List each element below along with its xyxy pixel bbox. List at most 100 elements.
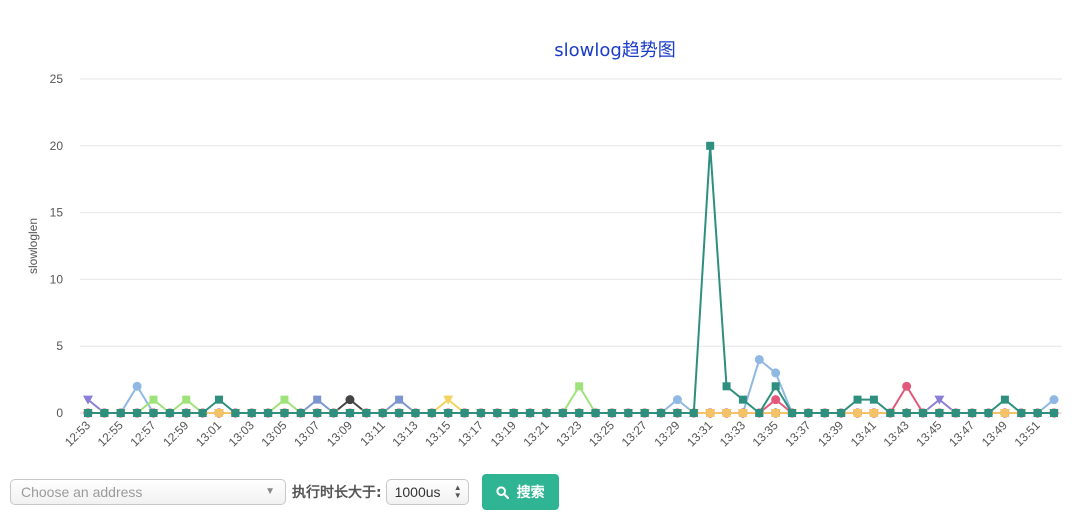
data-point (738, 409, 747, 417)
data-point (968, 409, 977, 417)
series-2 (84, 382, 1058, 417)
x-tick-label: 13:31 (684, 418, 715, 449)
x-tick-label: 13:07 (291, 418, 322, 449)
data-point (771, 409, 780, 417)
data-point (542, 409, 551, 417)
data-point (149, 409, 158, 417)
data-point (935, 409, 944, 417)
x-tick-label: 13:15 (422, 418, 453, 449)
data-point (673, 409, 682, 417)
search-button[interactable]: 搜索 (481, 474, 559, 510)
data-point (722, 382, 731, 391)
data-point (1033, 409, 1042, 417)
x-tick-label: 13:51 (1012, 418, 1043, 449)
y-axis-label: slowloglen (26, 218, 40, 274)
x-tick-label: 13:05 (258, 418, 289, 449)
data-point (934, 395, 945, 405)
x-tick-label: 13:21 (520, 418, 551, 449)
x-tick-label: 13:27 (619, 418, 650, 449)
data-point (313, 395, 322, 404)
data-point (133, 409, 142, 417)
x-tick-label: 12:57 (127, 418, 158, 449)
x-tick-label: 13:17 (455, 418, 486, 449)
y-tick-label: 25 (50, 72, 64, 86)
address-select-placeholder: Choose an address (21, 484, 143, 500)
y-axis-ticks: 0 5 10 15 20 25 (50, 72, 64, 420)
duration-select-value: 1000us (394, 484, 441, 500)
data-point (771, 382, 780, 391)
data-point (345, 395, 355, 405)
data-point (378, 409, 387, 417)
data-point (820, 409, 829, 417)
duration-select[interactable]: 1000us ▲ ▼ (385, 479, 469, 505)
x-axis-ticks: 12:53 12:55 12:57 12:59 13:01 13:03 13:05 13:07… (62, 413, 1043, 449)
x-tick-label: 13:39 (815, 418, 846, 449)
x-tick-label: 13:19 (488, 418, 519, 449)
data-point (1050, 409, 1058, 417)
data-point (738, 395, 747, 404)
data-point (84, 409, 92, 417)
data-point (902, 409, 911, 417)
data-point (444, 409, 453, 417)
data-point (788, 409, 797, 417)
data-point (395, 395, 404, 404)
data-point (247, 409, 256, 417)
data-point (1000, 409, 1009, 417)
data-point (754, 355, 764, 365)
data-point (771, 395, 781, 405)
y-tick-label: 15 (50, 206, 64, 220)
data-point (1049, 395, 1059, 405)
data-point (214, 395, 223, 404)
data-point (362, 409, 371, 417)
y-tick-label: 5 (56, 339, 63, 353)
data-point (214, 409, 223, 417)
data-point (706, 141, 715, 150)
data-point (296, 409, 305, 417)
data-point (886, 409, 895, 417)
data-point (493, 409, 502, 417)
data-point (509, 409, 518, 417)
data-point (116, 409, 125, 417)
x-tick-label: 13:47 (946, 418, 977, 449)
data-point (672, 395, 682, 405)
data-point (919, 409, 928, 417)
x-tick-label: 13:23 (553, 418, 584, 449)
search-button-label: 搜索 (516, 485, 545, 501)
data-point (771, 368, 781, 378)
duration-label: 执行时长大于: (292, 485, 382, 501)
y-tick-label: 10 (50, 272, 64, 286)
data-point (313, 409, 322, 417)
x-tick-label: 13:35 (750, 418, 781, 449)
x-tick-label: 13:33 (717, 418, 748, 449)
x-tick-label: 13:11 (357, 418, 388, 449)
data-point (149, 395, 158, 404)
data-point (591, 409, 600, 417)
data-point (280, 409, 289, 417)
data-point (182, 395, 191, 404)
data-point (689, 409, 698, 417)
x-tick-label: 12:59 (160, 418, 191, 449)
data-point (722, 409, 731, 417)
x-tick-label: 12:53 (62, 418, 93, 449)
data-point (853, 409, 862, 417)
x-tick-label: 12:55 (95, 418, 126, 449)
y-tick-label: 20 (50, 139, 64, 153)
x-tick-label: 13:37 (782, 418, 813, 449)
slowlog-line-chart: 0 5 10 15 20 25 slowloglen 12:53 12:55 12:57 12:… (26, 72, 1062, 449)
address-select[interactable]: Choose an address ▼ (10, 479, 286, 505)
x-tick-label: 13:09 (324, 418, 355, 449)
search-icon (496, 485, 509, 499)
data-point (624, 409, 633, 417)
data-point (902, 381, 912, 391)
x-tick-label: 13:13 (389, 418, 420, 449)
data-point (264, 409, 273, 417)
data-point (100, 409, 109, 417)
data-point (329, 409, 338, 417)
data-point (984, 409, 993, 417)
grid-lines (80, 78, 1062, 414)
x-tick-label: 13:41 (848, 418, 879, 449)
data-point (853, 395, 862, 404)
data-point (83, 395, 93, 405)
x-tick-label: 13:01 (193, 418, 224, 449)
data-point (575, 382, 584, 391)
